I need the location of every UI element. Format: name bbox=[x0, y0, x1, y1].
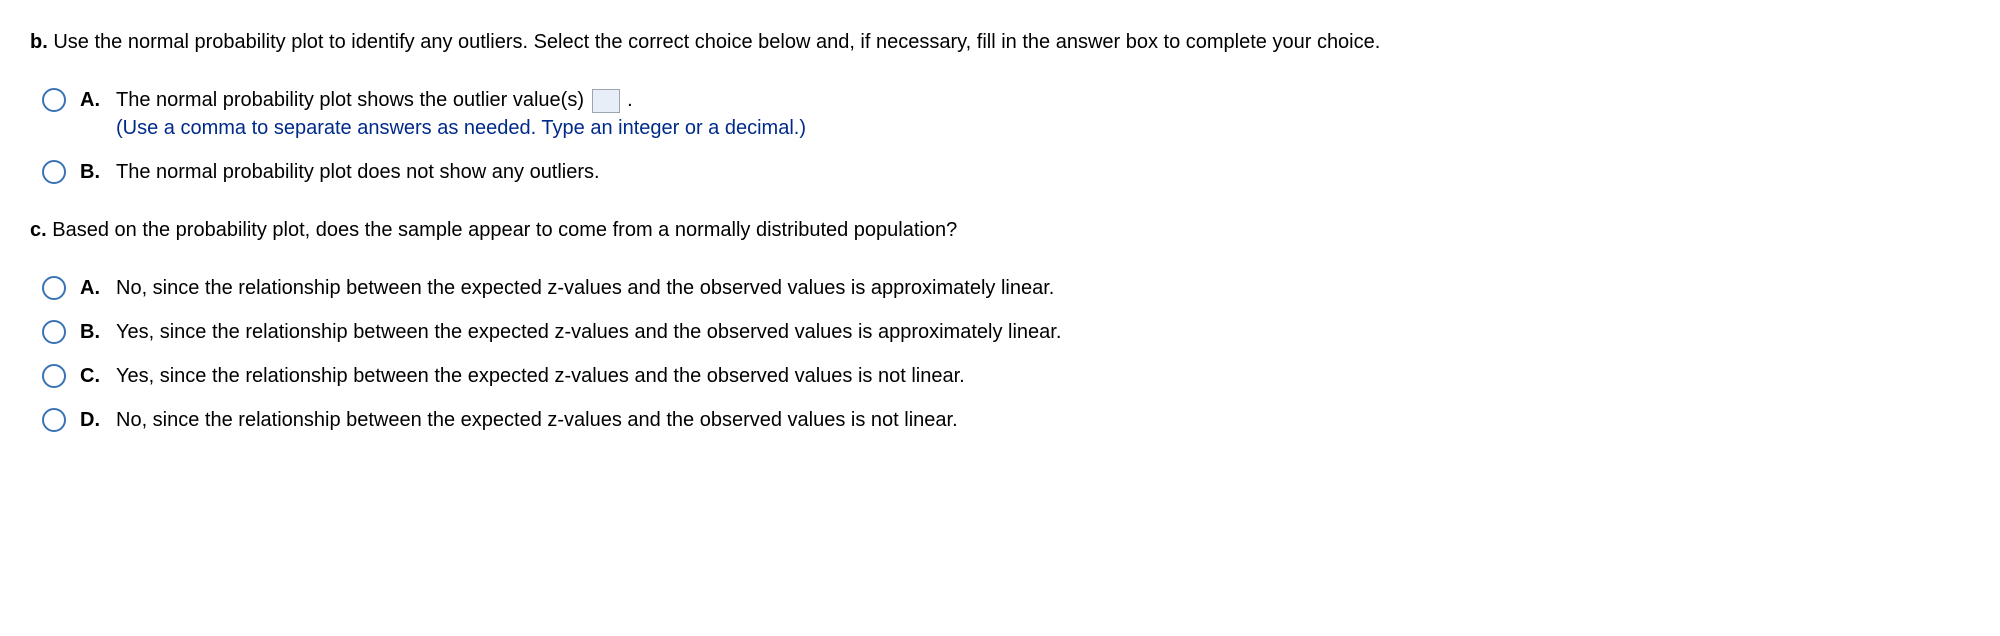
option-c-c[interactable]: C. Yes, since the relationship between t… bbox=[42, 362, 1970, 390]
option-text: No, since the relationship between the e… bbox=[116, 406, 1970, 434]
option-c-d[interactable]: D. No, since the relationship between th… bbox=[42, 406, 1970, 434]
option-letter: B. bbox=[80, 318, 102, 346]
option-text-before: The normal probability plot shows the ou… bbox=[116, 89, 590, 111]
option-c-b[interactable]: B. Yes, since the relationship between t… bbox=[42, 318, 1970, 346]
option-text: The normal probability plot does not sho… bbox=[116, 158, 1970, 186]
option-b-a[interactable]: A. The normal probability plot shows the… bbox=[42, 86, 1970, 142]
option-text: The normal probability plot shows the ou… bbox=[116, 86, 1970, 142]
option-text: Yes, since the relationship between the … bbox=[116, 362, 1970, 390]
option-hint: (Use a comma to separate answers as need… bbox=[116, 114, 1970, 142]
question-c-prompt: c. Based on the probability plot, does t… bbox=[30, 216, 1970, 244]
question-b-prompt: b. Use the normal probability plot to id… bbox=[30, 28, 1970, 56]
answer-input-box[interactable] bbox=[592, 89, 620, 113]
radio-button[interactable] bbox=[42, 364, 66, 388]
radio-button[interactable] bbox=[42, 276, 66, 300]
radio-button[interactable] bbox=[42, 160, 66, 184]
option-text: Yes, since the relationship between the … bbox=[116, 318, 1970, 346]
question-b-letter: b. bbox=[30, 31, 48, 53]
option-letter: D. bbox=[80, 406, 102, 434]
option-letter: A. bbox=[80, 274, 102, 302]
option-b-b[interactable]: B. The normal probability plot does not … bbox=[42, 158, 1970, 186]
option-letter: B. bbox=[80, 158, 102, 186]
question-c-options: A. No, since the relationship between th… bbox=[42, 274, 1970, 434]
radio-button[interactable] bbox=[42, 320, 66, 344]
option-c-a[interactable]: A. No, since the relationship between th… bbox=[42, 274, 1970, 302]
question-b-text: Use the normal probability plot to ident… bbox=[53, 31, 1380, 53]
radio-button[interactable] bbox=[42, 408, 66, 432]
option-text: No, since the relationship between the e… bbox=[116, 274, 1970, 302]
question-b-options: A. The normal probability plot shows the… bbox=[42, 86, 1970, 186]
option-letter: C. bbox=[80, 362, 102, 390]
radio-button[interactable] bbox=[42, 88, 66, 112]
question-c-text: Based on the probability plot, does the … bbox=[52, 219, 957, 241]
option-letter: A. bbox=[80, 86, 102, 114]
question-c-letter: c. bbox=[30, 219, 47, 241]
option-text-after: . bbox=[622, 89, 633, 111]
